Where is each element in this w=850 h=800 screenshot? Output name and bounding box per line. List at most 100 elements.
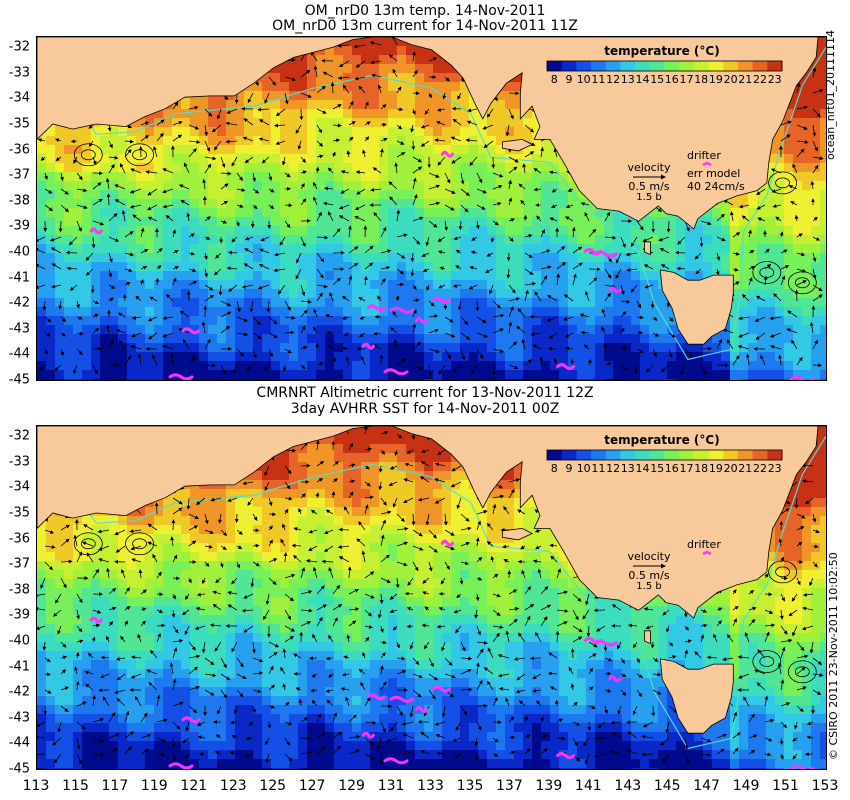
longitude-tick-label: 119 (140, 778, 168, 794)
legend-tick-label: 20 (724, 73, 738, 86)
top-map-panel: temperature (°C) 8 9 10 11 12 13 14 15 16 17 18 19 20… (36, 36, 827, 381)
latitude-tick-label: -43 (8, 710, 30, 726)
bottom-map-svg: temperature (°C) 8 9 10 11 12 13 14 15 16 17 18 19 20… (37, 426, 826, 769)
longitude-tick-label: 113 (22, 778, 50, 794)
legend-tick-label: 11 (591, 73, 605, 86)
legend-tick-label: 9 (566, 462, 573, 475)
longitude-tick-label: 153 (811, 778, 839, 794)
svg-text:velocity: velocity (628, 161, 671, 174)
latitude-tick-label: -42 (8, 295, 30, 311)
legend-swatch (723, 450, 739, 460)
latitude-tick-label: -34 (8, 479, 30, 495)
latitude-tick-label: -39 (8, 218, 30, 234)
legend-tick-label: 19 (709, 73, 723, 86)
latitude-tick-label: -45 (8, 761, 30, 777)
longitude-axis: 113 115 117 119 121 123 125 127 129 131 133 135 137 1… (0, 776, 850, 800)
svg-text:drifter: drifter (687, 149, 721, 162)
legend-swatch (605, 61, 621, 71)
latitude-tick-label: -44 (8, 735, 30, 751)
legend-tick-label: 16 (665, 462, 679, 475)
king-island (644, 630, 651, 645)
svg-text:40 24cm/s: 40 24cm/s (687, 180, 745, 193)
legend-swatch (620, 61, 636, 71)
bottom-latitude-axis: -32 -33 -34 -35 -36 -37 -38 -39 -40 -41 -42 -43 -44 -… (0, 425, 34, 777)
legend-swatch (767, 61, 783, 71)
legend-swatch (767, 450, 783, 460)
latitude-tick-label: -33 (8, 65, 30, 81)
latitude-tick-label: -36 (8, 142, 30, 158)
legend-tick-label: 8 (551, 73, 558, 86)
legend-tick-label: 23 (768, 73, 782, 86)
bottom-map-panel: temperature (°C) 8 9 10 11 12 13 14 15 16 17 18 19 20… (36, 425, 827, 770)
latitude-tick-label: -40 (8, 633, 30, 649)
legend-tick-label: 9 (566, 73, 573, 86)
legend-swatch (664, 450, 680, 460)
legend-tick-label: 14 (636, 73, 650, 86)
eddy-swirl (768, 560, 798, 584)
legend-tick-label: 21 (738, 462, 752, 475)
legend-swatch (752, 450, 768, 460)
legend-swatch (708, 61, 724, 71)
king-island (644, 241, 651, 256)
tasmania (659, 658, 734, 734)
legend-swatch (547, 450, 563, 460)
legend-swatch (693, 450, 710, 460)
temperature-legend: temperature (°C) 8 9 10 11 12 13 14 15 16 17 18 19 20… (546, 433, 783, 475)
legend-tick-label: 19 (709, 462, 723, 475)
latitude-tick-label: -32 (8, 428, 30, 444)
legend-swatch (605, 450, 621, 460)
legend-swatch (723, 61, 739, 71)
latitude-tick-label: -45 (8, 372, 30, 388)
legend-tick-label: 15 (650, 462, 664, 475)
legend-swatch (547, 61, 563, 71)
eddy-swirl (125, 143, 154, 167)
legend-tick-label: 10 (577, 462, 591, 475)
latitude-tick-label: -38 (8, 582, 30, 598)
top-title-line2: OM_nrD0 13m current for 14-Nov-2011 11Z (272, 18, 578, 34)
eddy-swirl (73, 532, 103, 556)
longitude-tick-label: 133 (417, 778, 444, 794)
longitude-tick-label: 115 (62, 778, 89, 794)
legend-swatch (561, 450, 577, 460)
svg-text:err model: err model (687, 167, 740, 180)
eddy-swirl (125, 532, 154, 556)
latitude-tick-label: -36 (8, 531, 30, 547)
latitude-tick-label: -44 (8, 346, 30, 362)
legend-tick-label: 17 (680, 73, 694, 86)
legend-tick-label: 8 (551, 462, 558, 475)
latitude-tick-label: -35 (8, 116, 30, 132)
bottom-side-label: © CSIRO 2011 23-Nov-2011 10:02:50 (827, 552, 840, 760)
longitude-tick-label: 127 (298, 778, 326, 794)
bottom-title-line2: 3day AVHRR SST for 14-Nov-2011 00Z (290, 401, 560, 417)
legend-swatch (693, 61, 710, 71)
longitude-tick-label: 123 (219, 778, 247, 794)
shelf-contour (75, 46, 826, 361)
bottom-title-line1: CMRNRT Altimetric current for 13-Nov-201… (256, 385, 594, 401)
eddy-swirl (787, 271, 817, 295)
latitude-tick-label: -33 (8, 454, 30, 470)
longitude-tick-label: 145 (653, 778, 681, 794)
legend-tick-label: 23 (768, 462, 782, 475)
longitude-tick-label: 121 (180, 778, 208, 794)
top-map-svg: temperature (°C) 8 9 10 11 12 13 14 15 16 17 18 19 20… (37, 37, 826, 380)
legend-tick-label: 18 (694, 462, 708, 475)
legend-title: temperature (°C) (604, 433, 719, 447)
legend-swatch (752, 61, 768, 71)
legend-swatch (664, 61, 680, 71)
longitude-tick-label: 149 (732, 778, 760, 794)
legend-swatch (576, 61, 592, 71)
legend-swatch (576, 450, 592, 460)
drifter-tracks (89, 150, 815, 380)
legend-swatch (561, 61, 577, 71)
latitude-tick-label: -37 (8, 556, 30, 572)
drifter-key: drifter (687, 538, 721, 556)
legend-swatch (737, 450, 754, 460)
latitude-tick-label: -32 (8, 39, 30, 55)
legend-swatch (679, 61, 695, 71)
eddy-swirl (787, 660, 817, 684)
drifter-tracks (89, 539, 815, 769)
legend-tick-label: 22 (753, 462, 767, 475)
